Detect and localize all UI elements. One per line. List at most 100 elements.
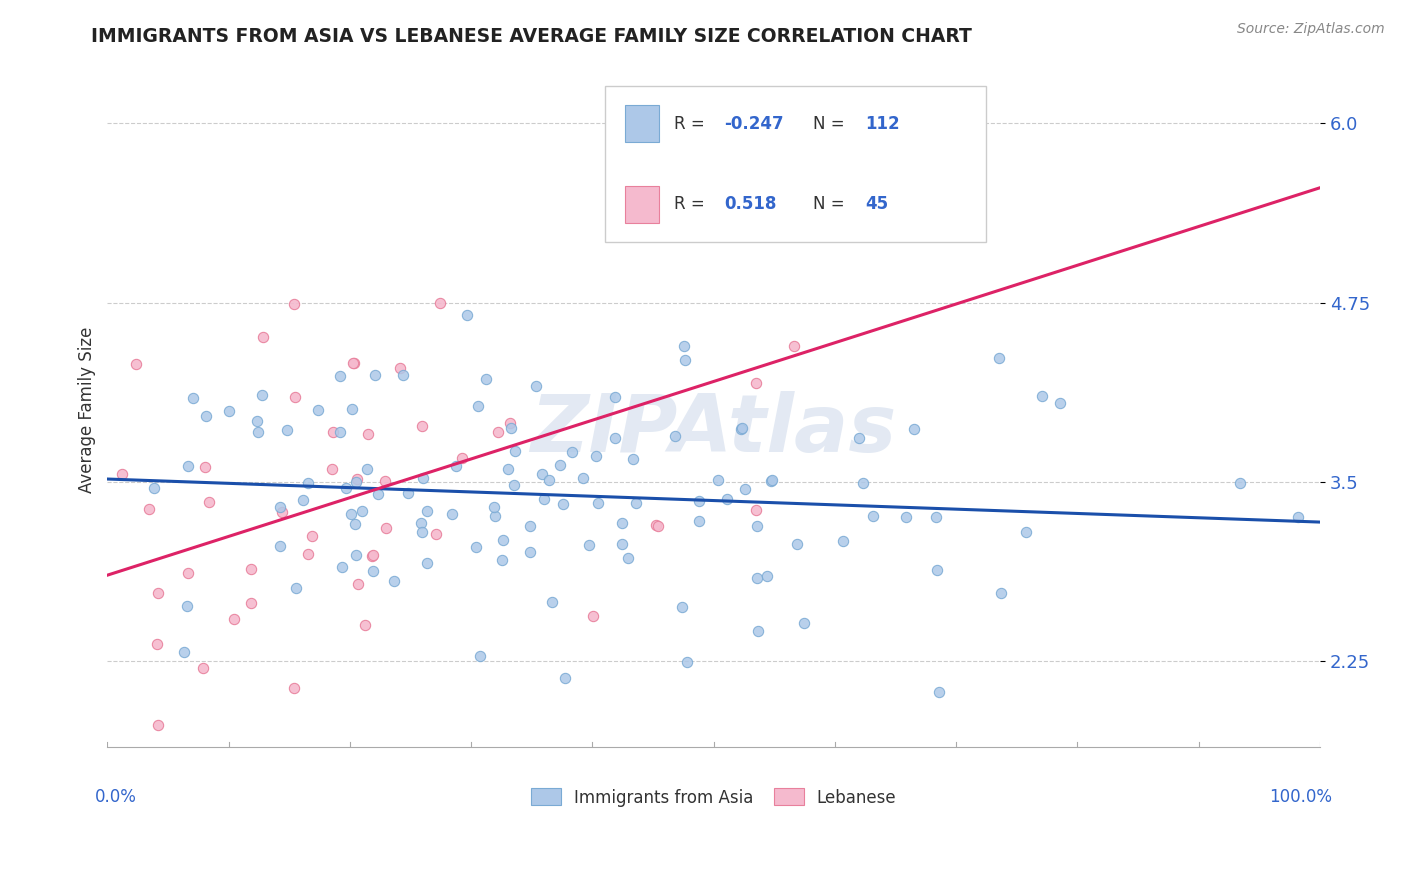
Point (415, 504, 437, 518)
Point (491, 553, 513, 567)
Point (624, 496, 647, 510)
Point (519, 519, 541, 533)
Point (177, 458, 200, 473)
Point (585, 450, 607, 464)
Point (342, 356, 364, 370)
Point (578, 538, 600, 552)
Point (612, 536, 634, 550)
Point (177, 566, 200, 580)
Point (730, 422, 752, 436)
Point (688, 494, 710, 508)
Point (1229, 475, 1251, 490)
Point (519, 545, 541, 559)
Point (731, 421, 754, 435)
Point (676, 655, 699, 669)
Point (342, 402, 364, 417)
Point (446, 458, 468, 473)
Point (716, 491, 738, 506)
Point (138, 502, 160, 516)
Point (456, 308, 478, 322)
Point (925, 563, 948, 577)
Legend: Immigrants from Asia, Lebanese: Immigrants from Asia, Lebanese (524, 781, 903, 814)
Point (484, 509, 506, 524)
Point (125, 357, 148, 371)
Point (572, 471, 595, 485)
Point (1015, 524, 1038, 539)
Point (361, 564, 384, 578)
Point (389, 361, 412, 376)
Point (610, 516, 633, 530)
Text: R =: R = (673, 195, 704, 213)
Text: 45: 45 (865, 195, 889, 213)
Point (533, 491, 555, 506)
Point (322, 425, 344, 439)
Point (375, 521, 398, 535)
Point (759, 474, 782, 488)
Point (616, 551, 638, 566)
Point (734, 483, 756, 497)
Point (276, 423, 298, 437)
Point (269, 539, 291, 553)
Point (176, 599, 198, 613)
Point (297, 475, 319, 490)
Point (990, 585, 1012, 599)
Point (195, 409, 218, 424)
Point (285, 581, 308, 595)
Point (252, 387, 274, 401)
Point (344, 549, 367, 563)
Point (852, 475, 875, 490)
Point (831, 533, 853, 548)
Point (270, 505, 292, 519)
Point (647, 519, 669, 533)
Point (707, 473, 730, 487)
Point (343, 356, 366, 370)
Point (673, 352, 696, 367)
Point (284, 390, 307, 404)
Point (688, 514, 710, 528)
FancyBboxPatch shape (605, 87, 987, 242)
Point (747, 624, 769, 639)
Point (297, 547, 319, 561)
Point (548, 458, 571, 472)
Point (605, 431, 627, 445)
Point (524, 379, 547, 393)
Point (486, 425, 509, 439)
Point (482, 500, 505, 514)
Point (382, 574, 405, 588)
Point (374, 474, 396, 488)
Point (440, 507, 463, 521)
Point (181, 392, 204, 406)
Text: ZIPAtlas: ZIPAtlas (530, 392, 897, 469)
FancyBboxPatch shape (626, 105, 659, 142)
Point (623, 452, 645, 467)
Point (747, 571, 769, 585)
Point (364, 368, 387, 383)
Point (411, 419, 433, 434)
Point (786, 537, 808, 551)
Point (745, 519, 768, 533)
Point (756, 569, 779, 583)
Point (146, 637, 169, 651)
Point (247, 425, 270, 439)
Point (411, 516, 433, 531)
Text: 112: 112 (865, 114, 900, 133)
Point (283, 296, 305, 310)
Point (903, 421, 925, 435)
Point (416, 556, 439, 570)
Point (425, 526, 447, 541)
Point (987, 351, 1010, 365)
Point (588, 496, 610, 510)
Point (143, 481, 166, 495)
Point (173, 645, 195, 659)
Point (470, 648, 492, 663)
Point (343, 517, 366, 532)
Point (664, 428, 686, 442)
Point (148, 586, 170, 600)
Point (672, 339, 695, 353)
Point (292, 493, 315, 508)
Point (896, 510, 918, 524)
Point (329, 425, 352, 439)
Point (412, 470, 434, 484)
Point (239, 596, 262, 610)
Point (928, 685, 950, 699)
